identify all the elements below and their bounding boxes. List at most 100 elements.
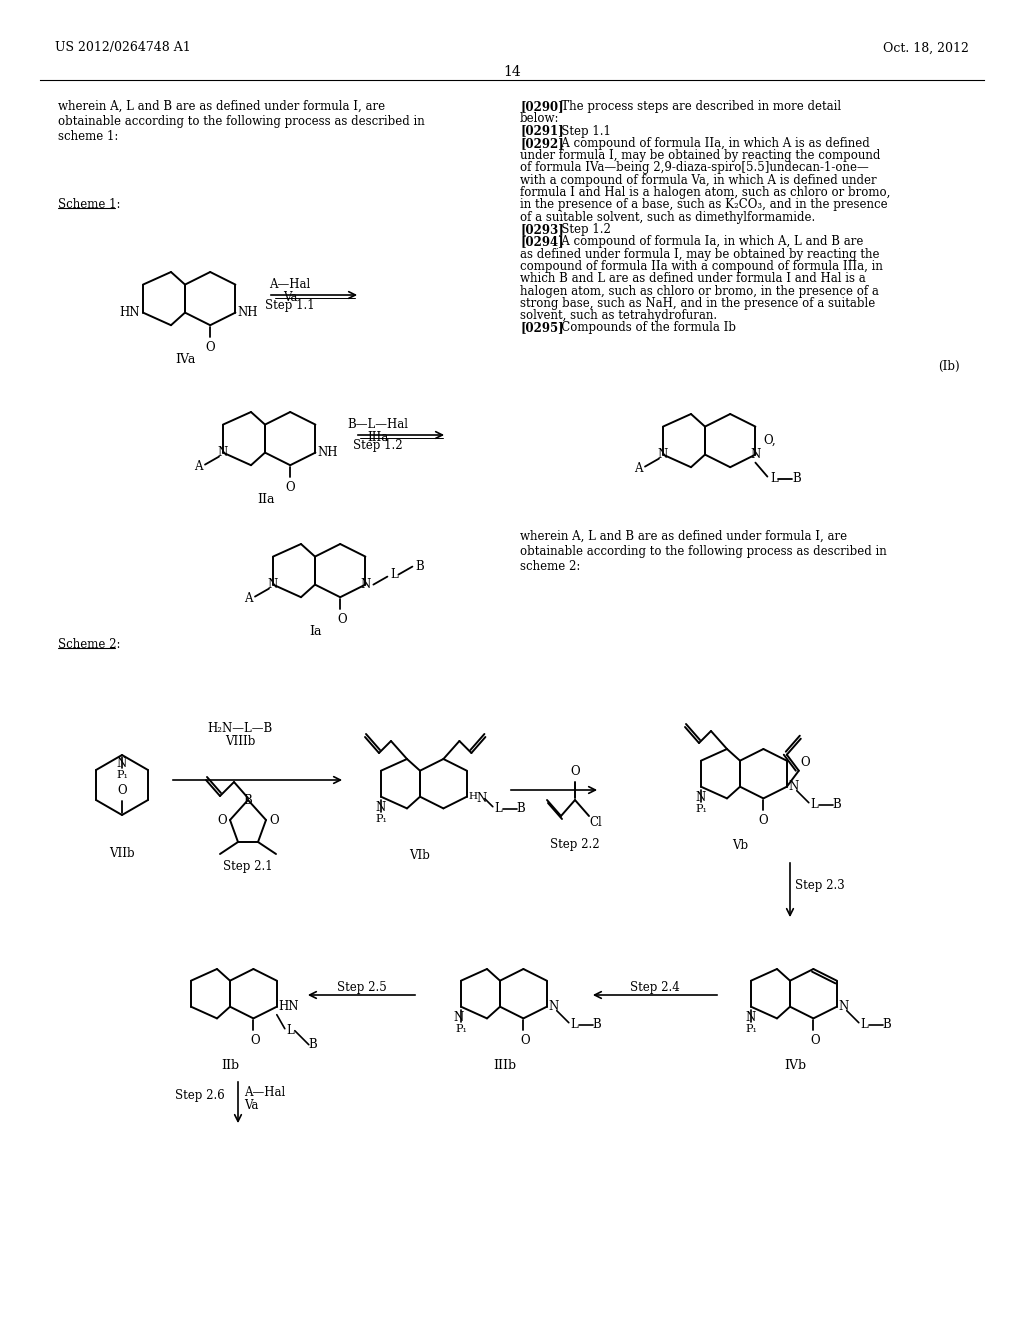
Text: IIa: IIa xyxy=(257,494,274,506)
Text: strong base, such as NaH, and in the presence of a suitable: strong base, such as NaH, and in the pre… xyxy=(520,297,876,310)
Text: Step 2.1: Step 2.1 xyxy=(223,861,272,873)
Text: N: N xyxy=(454,1011,464,1024)
Text: N: N xyxy=(839,1001,849,1014)
Text: N: N xyxy=(751,447,761,461)
Text: compound of formula IIa with a compound of formula IIIa, in: compound of formula IIa with a compound … xyxy=(520,260,883,273)
Text: L: L xyxy=(570,1018,579,1031)
Text: Step 1.2: Step 1.2 xyxy=(353,440,402,451)
Text: with a compound of formula Va, in which A is defined under: with a compound of formula Va, in which … xyxy=(520,174,877,187)
Text: L: L xyxy=(861,1018,868,1031)
Text: O: O xyxy=(759,814,768,828)
Text: VIIIb: VIIIb xyxy=(225,735,255,748)
Text: N: N xyxy=(117,756,127,770)
Text: B: B xyxy=(416,560,424,573)
Text: N: N xyxy=(745,1011,756,1024)
Text: O: O xyxy=(801,755,810,768)
Text: O: O xyxy=(251,1035,260,1047)
Text: B: B xyxy=(593,1018,601,1031)
Text: O: O xyxy=(217,813,227,826)
Text: HN: HN xyxy=(279,1001,299,1014)
Text: N: N xyxy=(549,1001,559,1014)
Text: in the presence of a base, such as K₂CO₃, and in the presence: in the presence of a base, such as K₂CO₃… xyxy=(520,198,888,211)
Text: N: N xyxy=(376,801,386,813)
Text: Step 2.2: Step 2.2 xyxy=(550,838,600,851)
Text: IVa: IVa xyxy=(175,354,196,366)
Text: [0290]: [0290] xyxy=(520,100,563,114)
Text: wherein A, L and B are as defined under formula I, are
obtainable according to t: wherein A, L and B are as defined under … xyxy=(520,531,887,573)
Text: Cl: Cl xyxy=(589,816,602,829)
Text: N: N xyxy=(360,578,371,591)
Text: of a suitable solvent, such as dimethylformamide.: of a suitable solvent, such as dimethylf… xyxy=(520,211,815,223)
Text: O: O xyxy=(117,784,127,797)
Text: O: O xyxy=(206,341,215,354)
Text: P₁: P₁ xyxy=(375,813,387,824)
Text: IIIb: IIIb xyxy=(494,1059,516,1072)
Text: A compound of formula Ia, in which A, L and B are: A compound of formula Ia, in which A, L … xyxy=(550,235,863,248)
Text: Step 2.3: Step 2.3 xyxy=(795,879,845,891)
Text: IVb: IVb xyxy=(784,1059,806,1072)
Text: N: N xyxy=(477,792,487,805)
Text: Step 2.5: Step 2.5 xyxy=(337,981,387,994)
Text: P₁: P₁ xyxy=(455,1024,467,1034)
Text: P₁: P₁ xyxy=(695,804,707,813)
Text: VIb: VIb xyxy=(410,849,430,862)
Text: [0291]: [0291] xyxy=(520,124,563,137)
Text: B: B xyxy=(517,803,525,816)
Text: Step 2.6: Step 2.6 xyxy=(175,1089,225,1102)
Text: O: O xyxy=(269,813,279,826)
Text: The process steps are described in more detail: The process steps are described in more … xyxy=(550,100,841,114)
Text: L: L xyxy=(390,568,398,581)
Text: N: N xyxy=(788,780,799,793)
Text: NH: NH xyxy=(238,306,258,319)
Text: Step 1.1: Step 1.1 xyxy=(265,300,314,312)
Text: O: O xyxy=(570,766,580,777)
Text: formula I and Hal is a halogen atom, such as chloro or bromo,: formula I and Hal is a halogen atom, suc… xyxy=(520,186,891,199)
Text: B: B xyxy=(833,799,842,812)
Text: Step 1.1: Step 1.1 xyxy=(550,124,611,137)
Text: [0294]: [0294] xyxy=(520,235,563,248)
Text: A—Hal: A—Hal xyxy=(244,1086,286,1100)
Text: N: N xyxy=(657,447,668,461)
Text: P₁: P₁ xyxy=(745,1024,757,1034)
Text: A: A xyxy=(195,461,203,473)
Text: solvent, such as tetrahydrofuran.: solvent, such as tetrahydrofuran. xyxy=(520,309,717,322)
Text: Oct. 18, 2012: Oct. 18, 2012 xyxy=(883,41,969,54)
Text: [0295]: [0295] xyxy=(520,321,563,334)
Text: O: O xyxy=(520,1035,530,1047)
Text: as defined under formula I, may be obtained by reacting the: as defined under formula I, may be obtai… xyxy=(520,248,880,260)
Text: under formula I, may be obtained by reacting the compound: under formula I, may be obtained by reac… xyxy=(520,149,881,162)
Text: 14: 14 xyxy=(503,65,521,79)
Text: A: A xyxy=(245,593,253,605)
Text: A: A xyxy=(635,462,643,475)
Text: A compound of formula IIa, in which A is as defined: A compound of formula IIa, in which A is… xyxy=(550,137,869,150)
Text: Scheme 2:: Scheme 2: xyxy=(58,638,121,651)
Text: IIb: IIb xyxy=(221,1059,239,1072)
Text: Vb: Vb xyxy=(732,840,749,851)
Text: Scheme 1:: Scheme 1: xyxy=(58,198,121,211)
Text: O: O xyxy=(286,482,295,494)
Text: US 2012/0264748 A1: US 2012/0264748 A1 xyxy=(55,41,190,54)
Text: NH: NH xyxy=(317,446,338,459)
Text: O,: O, xyxy=(764,434,776,447)
Text: B: B xyxy=(883,1018,892,1031)
Text: [0293]: [0293] xyxy=(520,223,564,236)
Text: A—Hal: A—Hal xyxy=(269,279,310,290)
Text: L: L xyxy=(495,803,503,816)
Text: below:: below: xyxy=(520,112,559,125)
Text: P₁: P₁ xyxy=(116,770,128,780)
Text: H: H xyxy=(469,792,478,801)
Text: which B and L are as defined under formula I and Hal is a: which B and L are as defined under formu… xyxy=(520,272,865,285)
Text: halogen atom, such as chloro or bromo, in the presence of a: halogen atom, such as chloro or bromo, i… xyxy=(520,285,879,297)
Text: B: B xyxy=(309,1039,317,1051)
Text: L: L xyxy=(287,1024,295,1038)
Text: of formula IVa—being 2,9-diaza-spiro[5.5]undecan-1-one—: of formula IVa—being 2,9-diaza-spiro[5.5… xyxy=(520,161,868,174)
Text: Step 2.4: Step 2.4 xyxy=(630,981,680,994)
Text: N: N xyxy=(268,578,279,591)
Text: Compounds of the formula Ib: Compounds of the formula Ib xyxy=(550,321,736,334)
Text: (Ib): (Ib) xyxy=(938,360,961,374)
Text: VIIb: VIIb xyxy=(110,847,135,861)
Text: O: O xyxy=(337,614,347,626)
Text: wherein A, L and B are as defined under formula I, are
obtainable according to t: wherein A, L and B are as defined under … xyxy=(58,100,425,143)
Text: L: L xyxy=(770,473,778,486)
Text: IIIa: IIIa xyxy=(368,432,389,444)
